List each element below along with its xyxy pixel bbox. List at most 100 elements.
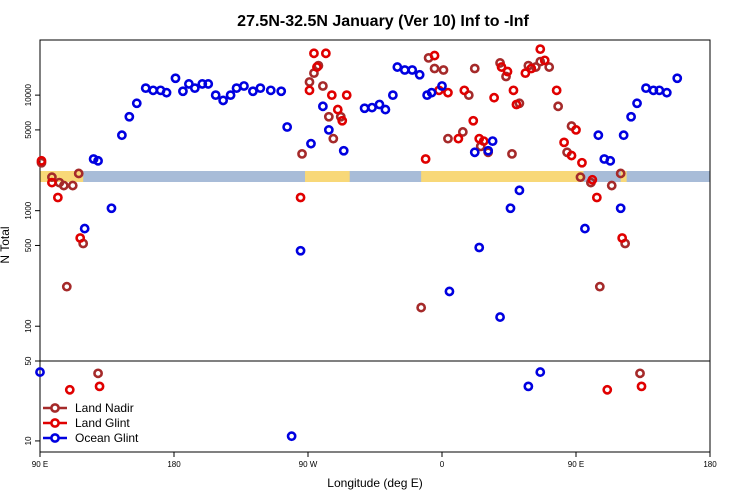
legend-marker-land-glint [50, 418, 60, 428]
land-glint-point [577, 157, 587, 168]
ocean-glint-point [444, 286, 455, 297]
ocean-glint-point [131, 98, 142, 109]
land-mask-segment [421, 171, 584, 182]
ocean-glint-point [178, 86, 188, 97]
land-nadir-point [594, 281, 605, 292]
ocean-glint-point [210, 90, 221, 101]
land-nadir-point [443, 133, 453, 144]
land-glint-point [459, 85, 470, 96]
x-tick-label: 90 E [32, 460, 48, 469]
land-glint-point [539, 55, 550, 66]
ocean-glint-point [632, 98, 642, 109]
land-nadir-point [61, 281, 72, 292]
land-glint-point [571, 125, 581, 135]
x-tick-label: 0 [440, 460, 445, 469]
land-glint-point [617, 233, 628, 243]
land-glint-point [508, 85, 519, 96]
land-glint-point [332, 104, 343, 115]
land-nadir-point [58, 180, 69, 191]
ocean-glint-point [374, 99, 385, 110]
land-nadir-point [635, 368, 645, 379]
ocean-glint-point [593, 130, 604, 141]
land-glint-point [443, 87, 453, 98]
ocean-glint-point [255, 83, 266, 94]
ocean-glint-point [265, 85, 276, 96]
ocean-glint-point [437, 81, 447, 91]
land-nadir-point [93, 368, 103, 379]
land-glint-point [602, 384, 613, 395]
ocean-glint-point [495, 312, 505, 322]
ocean-glint-point [170, 73, 181, 84]
land-mask-segment [40, 171, 84, 182]
land-nadir-point [47, 172, 57, 183]
land-glint-point [337, 115, 348, 126]
ocean-glint-point [535, 367, 546, 377]
legend-label-ocean-glint: Ocean Glint [75, 431, 139, 445]
ocean-glint-point [367, 102, 377, 113]
x-axis-label: Longitude (deg E) [327, 476, 422, 490]
land-nadir-point [544, 62, 555, 72]
ocean-glint-point [514, 185, 525, 196]
legend-label-land-nadir: Land Nadir [75, 401, 134, 415]
ocean-glint-point [225, 90, 236, 101]
land-nadir-point [73, 168, 84, 179]
ocean-glint-point [116, 130, 127, 141]
land-nadir-point [67, 180, 78, 191]
x-tick-label: 180 [703, 460, 717, 469]
land-glint-point [489, 92, 500, 103]
land-glint-point [559, 137, 569, 148]
land-nadir-point [438, 65, 449, 75]
land-glint-point [420, 154, 431, 164]
ocean-glint-point [626, 111, 636, 122]
land-glint-point [429, 50, 440, 61]
land-nadir-point [328, 133, 339, 144]
land-nadir-point [575, 172, 586, 183]
land-nadir-point [317, 81, 328, 91]
ocean-glint-point [189, 83, 200, 94]
land-glint-point [75, 233, 86, 243]
land-glint-point [326, 90, 337, 101]
y-tick-label: 10 [24, 436, 33, 445]
ocean-glint-point [474, 242, 485, 253]
land-glint-point [591, 192, 602, 203]
land-nadir-point [507, 148, 517, 159]
ocean-glint-point [124, 111, 135, 122]
land-nadir-point [615, 168, 626, 179]
land-nadir-point [553, 101, 564, 112]
axes: 90 E 180 90 W 0 90 E 180 100 500 1000 5000 10000 10… [24, 39, 717, 469]
land-nadir-point [469, 63, 480, 74]
y-tick-label: 500 [24, 238, 33, 252]
land-mask-segment [305, 171, 350, 182]
land-glint-point [320, 48, 331, 59]
ocean-glint-point [35, 367, 45, 377]
ocean-glint-point [380, 104, 391, 115]
ocean-glint-point [323, 125, 334, 135]
land-glint-point [535, 44, 546, 55]
land-glint-point [526, 63, 537, 74]
y-tick-label: 10000 [24, 83, 33, 106]
land-glint-point [312, 62, 322, 72]
ocean-glint-point [295, 245, 306, 256]
land-glint-point [566, 150, 577, 161]
land-glint-point [64, 384, 75, 395]
land-glint-point [341, 90, 352, 101]
ocean-glint-point [93, 155, 103, 166]
land-nadir-point [501, 71, 511, 82]
chart-title: 27.5N-32.5N January (Ver 10) Inf to -Inf [237, 13, 529, 30]
land-glint-point [295, 192, 306, 203]
land-nadir-point [416, 302, 427, 313]
ocean-mask-band [40, 171, 710, 182]
land-nadir-point [535, 56, 546, 67]
ocean-glint-point [203, 79, 214, 89]
land-ocean-mask [40, 171, 710, 182]
y-tick-label: 100 [24, 319, 33, 333]
land-glint-point [511, 99, 522, 110]
ocean-glint-point [483, 145, 494, 156]
ocean-glint-point [79, 223, 90, 234]
ocean-glint-point [605, 155, 616, 166]
ocean-glint-point [580, 223, 590, 234]
ocean-glint-point [248, 86, 258, 97]
ocean-glint-point [282, 122, 293, 132]
